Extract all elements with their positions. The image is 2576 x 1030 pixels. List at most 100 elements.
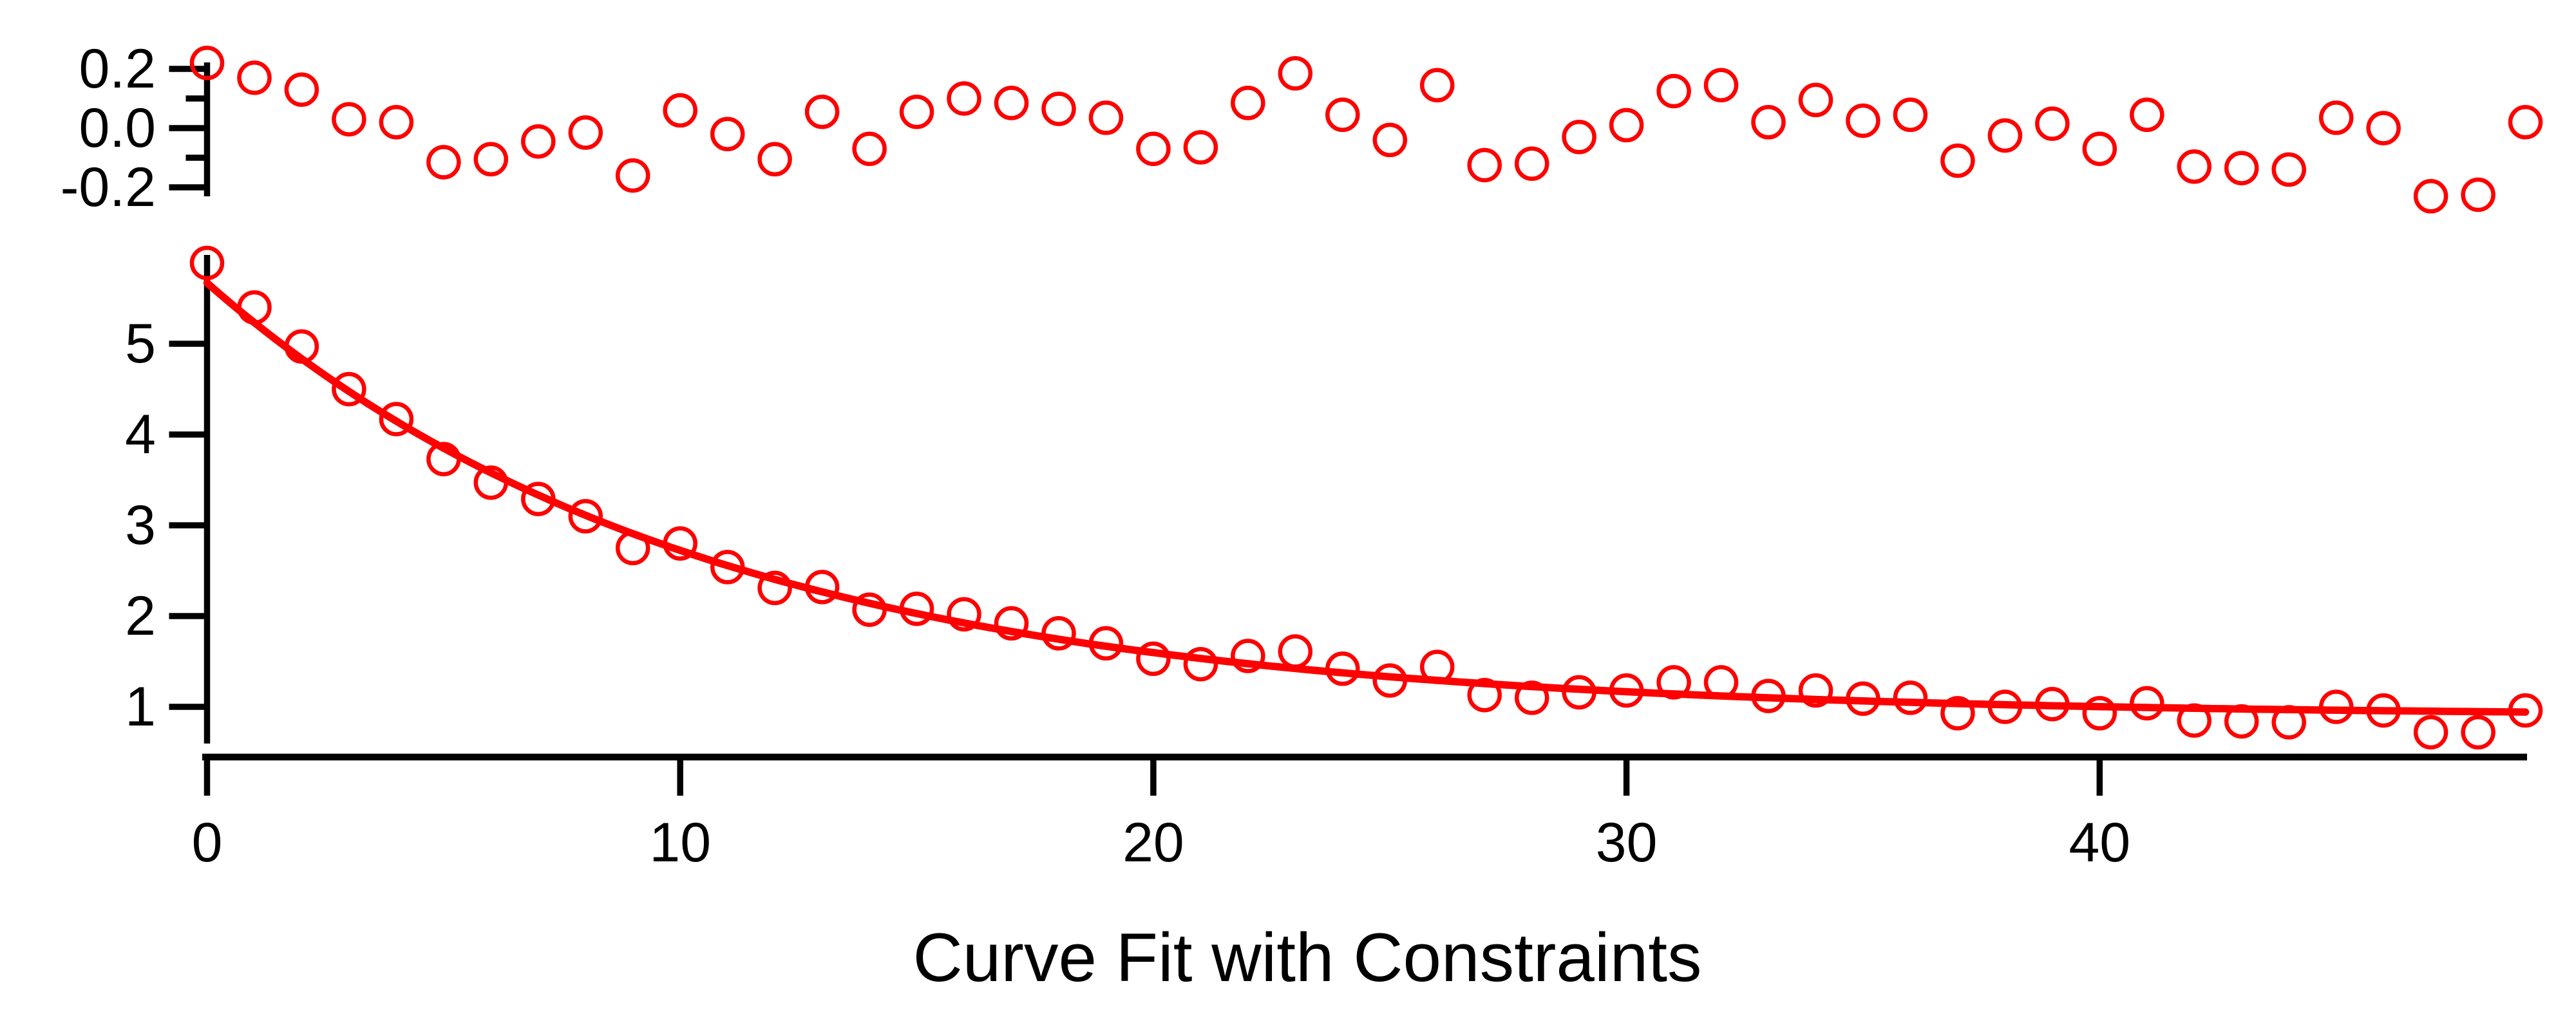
data-point-marker <box>1372 663 1408 698</box>
data-point-marker <box>2082 696 2117 731</box>
residual-point-marker <box>1987 118 2023 153</box>
x-tick-label: 40 <box>2069 812 2130 874</box>
data-point-marker <box>2366 693 2401 728</box>
fit-curve-layer <box>203 279 2530 716</box>
residual-point-marker <box>2177 149 2211 184</box>
data-point-marker <box>1846 681 1880 716</box>
data-point-marker <box>1325 651 1360 686</box>
data-point-marker <box>2461 715 2496 750</box>
residual-point-marker <box>1325 97 1360 133</box>
residual-point-marker <box>2413 179 2448 214</box>
data-point-marker <box>899 591 934 626</box>
data-point-marker <box>1231 639 1265 673</box>
data-point-marker <box>1609 673 1644 708</box>
data-point-marker <box>947 597 981 632</box>
data-point-marker <box>1419 650 1455 684</box>
data-point-marker <box>1798 673 1833 708</box>
residual-point-marker <box>189 46 225 80</box>
residual-point-marker <box>1041 91 1076 126</box>
data-point-marker <box>2035 687 2070 722</box>
data-point-marker <box>2318 689 2354 724</box>
data-point-marker <box>1467 677 1502 713</box>
residual-point-marker <box>1419 68 1455 103</box>
data-point-marker <box>852 592 887 627</box>
residual-point-marker <box>2224 151 2259 185</box>
data-point-marker <box>1136 641 1171 677</box>
x-tick-label: 20 <box>1122 812 1184 874</box>
residual-point-marker <box>1656 73 1691 109</box>
residual-point-marker <box>1088 100 1124 135</box>
residual-point-marker <box>1183 130 1218 165</box>
residual-point-marker <box>1940 143 1975 178</box>
data-point-marker <box>2508 693 2543 728</box>
fit-curve <box>203 279 2530 716</box>
data-point-marker <box>1278 634 1313 669</box>
data-point-marker <box>2177 703 2211 738</box>
residual-y-tick-label: 0.2 <box>79 38 156 100</box>
data-point-marker <box>1893 680 1928 715</box>
residual-point-marker <box>1467 147 1502 183</box>
data-point-marker <box>2413 715 2448 750</box>
data-point-marker <box>332 371 366 407</box>
data-point-marker <box>615 530 650 566</box>
residual-point-marker <box>852 131 887 166</box>
data-point-marker <box>994 606 1029 641</box>
main-y-tick-label: 4 <box>125 404 156 465</box>
x-tick-label: 10 <box>649 812 711 874</box>
data-point-marker <box>1041 616 1076 651</box>
data-point-marker <box>1183 646 1218 682</box>
data-point-marker <box>1656 665 1691 700</box>
data-point-marker <box>426 442 461 476</box>
residual-point-marker <box>710 117 745 151</box>
residual-point-marker <box>426 145 461 180</box>
residual-point-marker <box>899 94 934 129</box>
data-point-marker <box>710 550 745 585</box>
residual-point-marker <box>1278 56 1313 91</box>
data-point-marker <box>1751 679 1786 713</box>
x-tick-label: 30 <box>1596 812 1658 874</box>
data-point-marker <box>1940 696 1975 731</box>
chart-title: Curve Fit with Constraints <box>913 919 1702 996</box>
residual-point-marker <box>2508 105 2543 140</box>
residual-point-marker <box>1703 68 1739 103</box>
residual-point-marker <box>1609 108 1644 143</box>
data-point-marker <box>1987 689 2023 724</box>
data-point-marker <box>663 526 697 561</box>
residual-point-marker <box>2461 177 2496 212</box>
residual-point-marker <box>2318 100 2354 135</box>
data-point-marker <box>2271 705 2306 740</box>
residual-point-marker <box>615 158 650 193</box>
residual-point-marker <box>757 142 792 177</box>
residual-point-marker <box>1136 131 1171 166</box>
residual-point-marker <box>284 72 319 107</box>
data-point-marker <box>804 570 840 604</box>
residual-point-marker <box>2271 152 2306 187</box>
residual-point-marker <box>2035 106 2070 141</box>
residual-point-marker <box>1751 105 1786 140</box>
main-y-tick-label: 5 <box>125 313 156 375</box>
data-point-marker <box>1703 665 1739 700</box>
residual-point-marker <box>2130 97 2164 133</box>
residual-point-marker <box>1372 122 1408 158</box>
axes-layer: 0.20.0-0.2 1 2 3 4 5 0 10 20 30 40 <box>61 38 2527 874</box>
residual-point-marker <box>237 61 272 95</box>
data-point-marker <box>2130 686 2164 721</box>
residual-point-marker <box>1514 146 1549 181</box>
main-y-tick-label: 3 <box>125 494 156 556</box>
residual-point-marker <box>473 142 509 177</box>
x-tick-label: 0 <box>192 812 223 874</box>
residual-y-tick-label: 0.0 <box>79 97 156 159</box>
residual-point-marker <box>332 102 366 136</box>
data-point-marker <box>284 329 319 364</box>
residual-point-marker <box>2366 111 2401 145</box>
residual-point-marker <box>663 93 697 128</box>
main-y-tick-label: 1 <box>125 676 156 738</box>
residual-point-marker <box>947 81 981 116</box>
data-point-marker <box>2224 704 2259 739</box>
residual-point-marker <box>1231 86 1265 120</box>
data-point-marker <box>568 499 603 534</box>
data-point-marker <box>521 482 556 516</box>
data-point-marker <box>379 402 414 436</box>
residual-y-tick-label: -0.2 <box>61 156 156 218</box>
